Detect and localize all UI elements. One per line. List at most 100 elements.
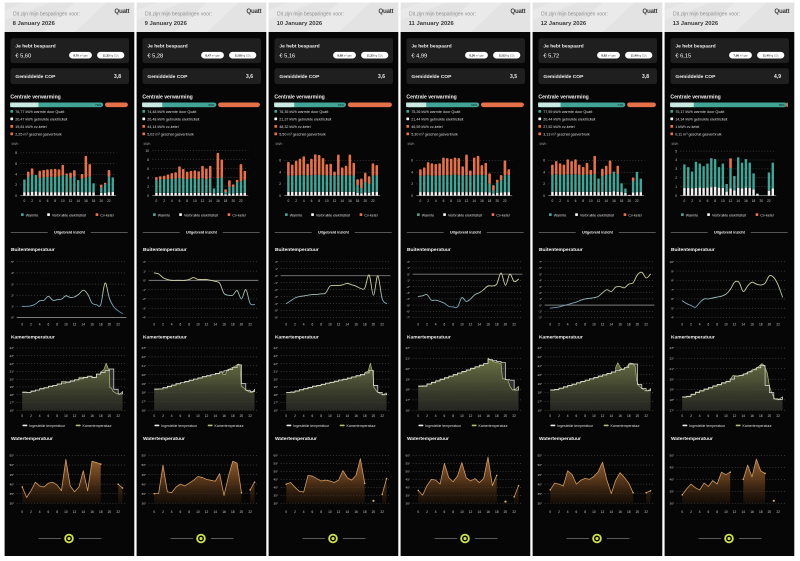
svg-text:23°: 23°: [10, 354, 15, 358]
svg-text:14: 14: [742, 414, 746, 418]
svg-text:70,17 kWh warmte door Quatt: 70,17 kWh warmte door Quatt: [675, 110, 724, 114]
svg-text:8,47 m³ gas: 8,47 m³ gas: [205, 53, 220, 57]
svg-text:Warmte: Warmte: [26, 214, 38, 218]
svg-text:16: 16: [486, 414, 490, 418]
svg-text:Buitentemperatuur: Buitentemperatuur: [407, 247, 451, 253]
svg-text:0: 0: [549, 510, 551, 514]
svg-text:0: 0: [417, 322, 419, 326]
svg-text:9°: 9°: [671, 269, 675, 273]
svg-text:8: 8: [147, 158, 149, 162]
svg-text:22: 22: [380, 510, 384, 514]
svg-text:22: 22: [635, 199, 639, 203]
svg-text:6: 6: [47, 199, 49, 203]
svg-text:10 January 2026: 10 January 2026: [277, 21, 323, 27]
svg-text:6: 6: [48, 414, 50, 418]
svg-text:Watertemperatuur: Watertemperatuur: [11, 436, 53, 442]
svg-text:8,36 m³ gas: 8,36 m³ gas: [469, 53, 484, 57]
svg-text:8: 8: [56, 414, 58, 418]
svg-text:-6°: -6°: [274, 316, 279, 320]
svg-text:10: 10: [724, 322, 728, 326]
svg-text:6: 6: [180, 322, 182, 326]
svg-text:16: 16: [750, 322, 754, 326]
svg-text:14: 14: [742, 510, 746, 514]
svg-text:17°: 17°: [10, 401, 15, 405]
svg-text:4: 4: [435, 199, 437, 203]
svg-text:Uitgebreid inzicht: Uitgebreid inzicht: [54, 231, 86, 235]
svg-text:10: 10: [145, 149, 149, 153]
svg-text:0: 0: [681, 322, 683, 326]
svg-text:Verbruikte elektriciteit: Verbruikte elektriciteit: [52, 214, 86, 218]
svg-text:6: 6: [707, 199, 709, 203]
svg-text:18: 18: [759, 322, 763, 326]
svg-text:2: 2: [690, 414, 692, 418]
svg-text:0: 0: [24, 199, 26, 203]
svg-text:Kamertemperatuur: Kamertemperatuur: [347, 424, 377, 428]
svg-text:40°: 40°: [10, 482, 15, 486]
svg-text:Je hebt bespaard: Je hebt bespaard: [147, 43, 187, 49]
svg-text:20: 20: [372, 510, 376, 514]
svg-text:55°: 55°: [274, 462, 279, 466]
svg-text:4: 4: [411, 170, 413, 174]
svg-text:-1°: -1°: [406, 279, 411, 283]
svg-text:0°: 0°: [407, 272, 411, 276]
svg-text:7,98 m³ gas: 7,98 m³ gas: [733, 53, 748, 57]
svg-text:Buitentemperatuur: Buitentemperatuur: [11, 247, 55, 253]
svg-text:9 January 2026: 9 January 2026: [145, 21, 188, 27]
svg-text:22: 22: [248, 322, 252, 326]
svg-text:24°: 24°: [274, 346, 279, 350]
svg-text:14: 14: [82, 414, 86, 418]
svg-text:Gemiddelde COP: Gemiddelde COP: [15, 74, 56, 80]
svg-text:Ingestelde temperatuur: Ingestelde temperatuur: [29, 424, 66, 428]
svg-text:-2°: -2°: [538, 316, 543, 320]
svg-text:12: 12: [601, 510, 605, 514]
svg-text:20: 20: [363, 199, 367, 203]
svg-text:35°: 35°: [670, 489, 675, 493]
svg-text:Uitgebreid inzicht: Uitgebreid inzicht: [714, 231, 746, 235]
svg-text:10: 10: [196, 322, 200, 326]
svg-text:2: 2: [147, 185, 149, 189]
svg-text:5,50 m³ geschat gasverbruik: 5,50 m³ geschat gasverbruik: [279, 133, 326, 137]
svg-text:40°: 40°: [538, 482, 543, 486]
svg-text:22: 22: [767, 199, 771, 203]
svg-text:20: 20: [768, 510, 772, 514]
svg-text:Kamertemperatuur: Kamertemperatuur: [83, 424, 113, 428]
svg-text:Cv-ketel: Cv-ketel: [100, 214, 113, 218]
svg-text:6: 6: [48, 510, 50, 514]
svg-text:14: 14: [76, 199, 80, 203]
svg-text:Quatt: Quatt: [114, 8, 129, 15]
svg-text:Warmte: Warmte: [554, 214, 566, 218]
svg-text:60°: 60°: [406, 454, 411, 458]
svg-text:22°: 22°: [10, 362, 15, 366]
svg-text:12 January 2026: 12 January 2026: [541, 21, 587, 27]
svg-text:€ 5,72: € 5,72: [543, 53, 559, 59]
svg-text:€ 5,16: € 5,16: [279, 53, 295, 59]
svg-text:Uitgebreid inzicht: Uitgebreid inzicht: [186, 231, 218, 235]
svg-text:16: 16: [84, 199, 88, 203]
svg-text:22: 22: [248, 414, 252, 418]
svg-text:6: 6: [180, 510, 182, 514]
svg-text:45°: 45°: [406, 478, 411, 482]
svg-text:40°: 40°: [406, 486, 411, 490]
svg-text:0°: 0°: [11, 316, 15, 320]
svg-text:6: 6: [444, 510, 446, 514]
svg-text:77,59 kWh warmte door Quatt: 77,59 kWh warmte door Quatt: [543, 110, 592, 114]
svg-text:Buitentemperatuur: Buitentemperatuur: [671, 247, 715, 253]
svg-text:-5°: -5°: [406, 303, 411, 307]
svg-text:6: 6: [179, 199, 181, 203]
svg-text:Warmte: Warmte: [158, 214, 170, 218]
svg-text:22°: 22°: [274, 362, 279, 366]
svg-text:-6°: -6°: [406, 310, 411, 314]
svg-text:12: 12: [205, 414, 209, 418]
svg-text:10: 10: [592, 414, 596, 418]
svg-text:14: 14: [742, 322, 746, 326]
svg-text:4: 4: [435, 322, 437, 326]
svg-text:21°: 21°: [406, 357, 411, 361]
svg-text:1°: 1°: [11, 305, 15, 309]
svg-text:22: 22: [776, 414, 780, 418]
svg-text:35°: 35°: [406, 493, 411, 497]
svg-text:6: 6: [443, 199, 445, 203]
svg-text:18: 18: [627, 322, 631, 326]
svg-text:Centrale verwarming: Centrale verwarming: [406, 94, 456, 100]
svg-text:4°: 4°: [671, 316, 675, 320]
svg-text:10: 10: [724, 510, 728, 514]
